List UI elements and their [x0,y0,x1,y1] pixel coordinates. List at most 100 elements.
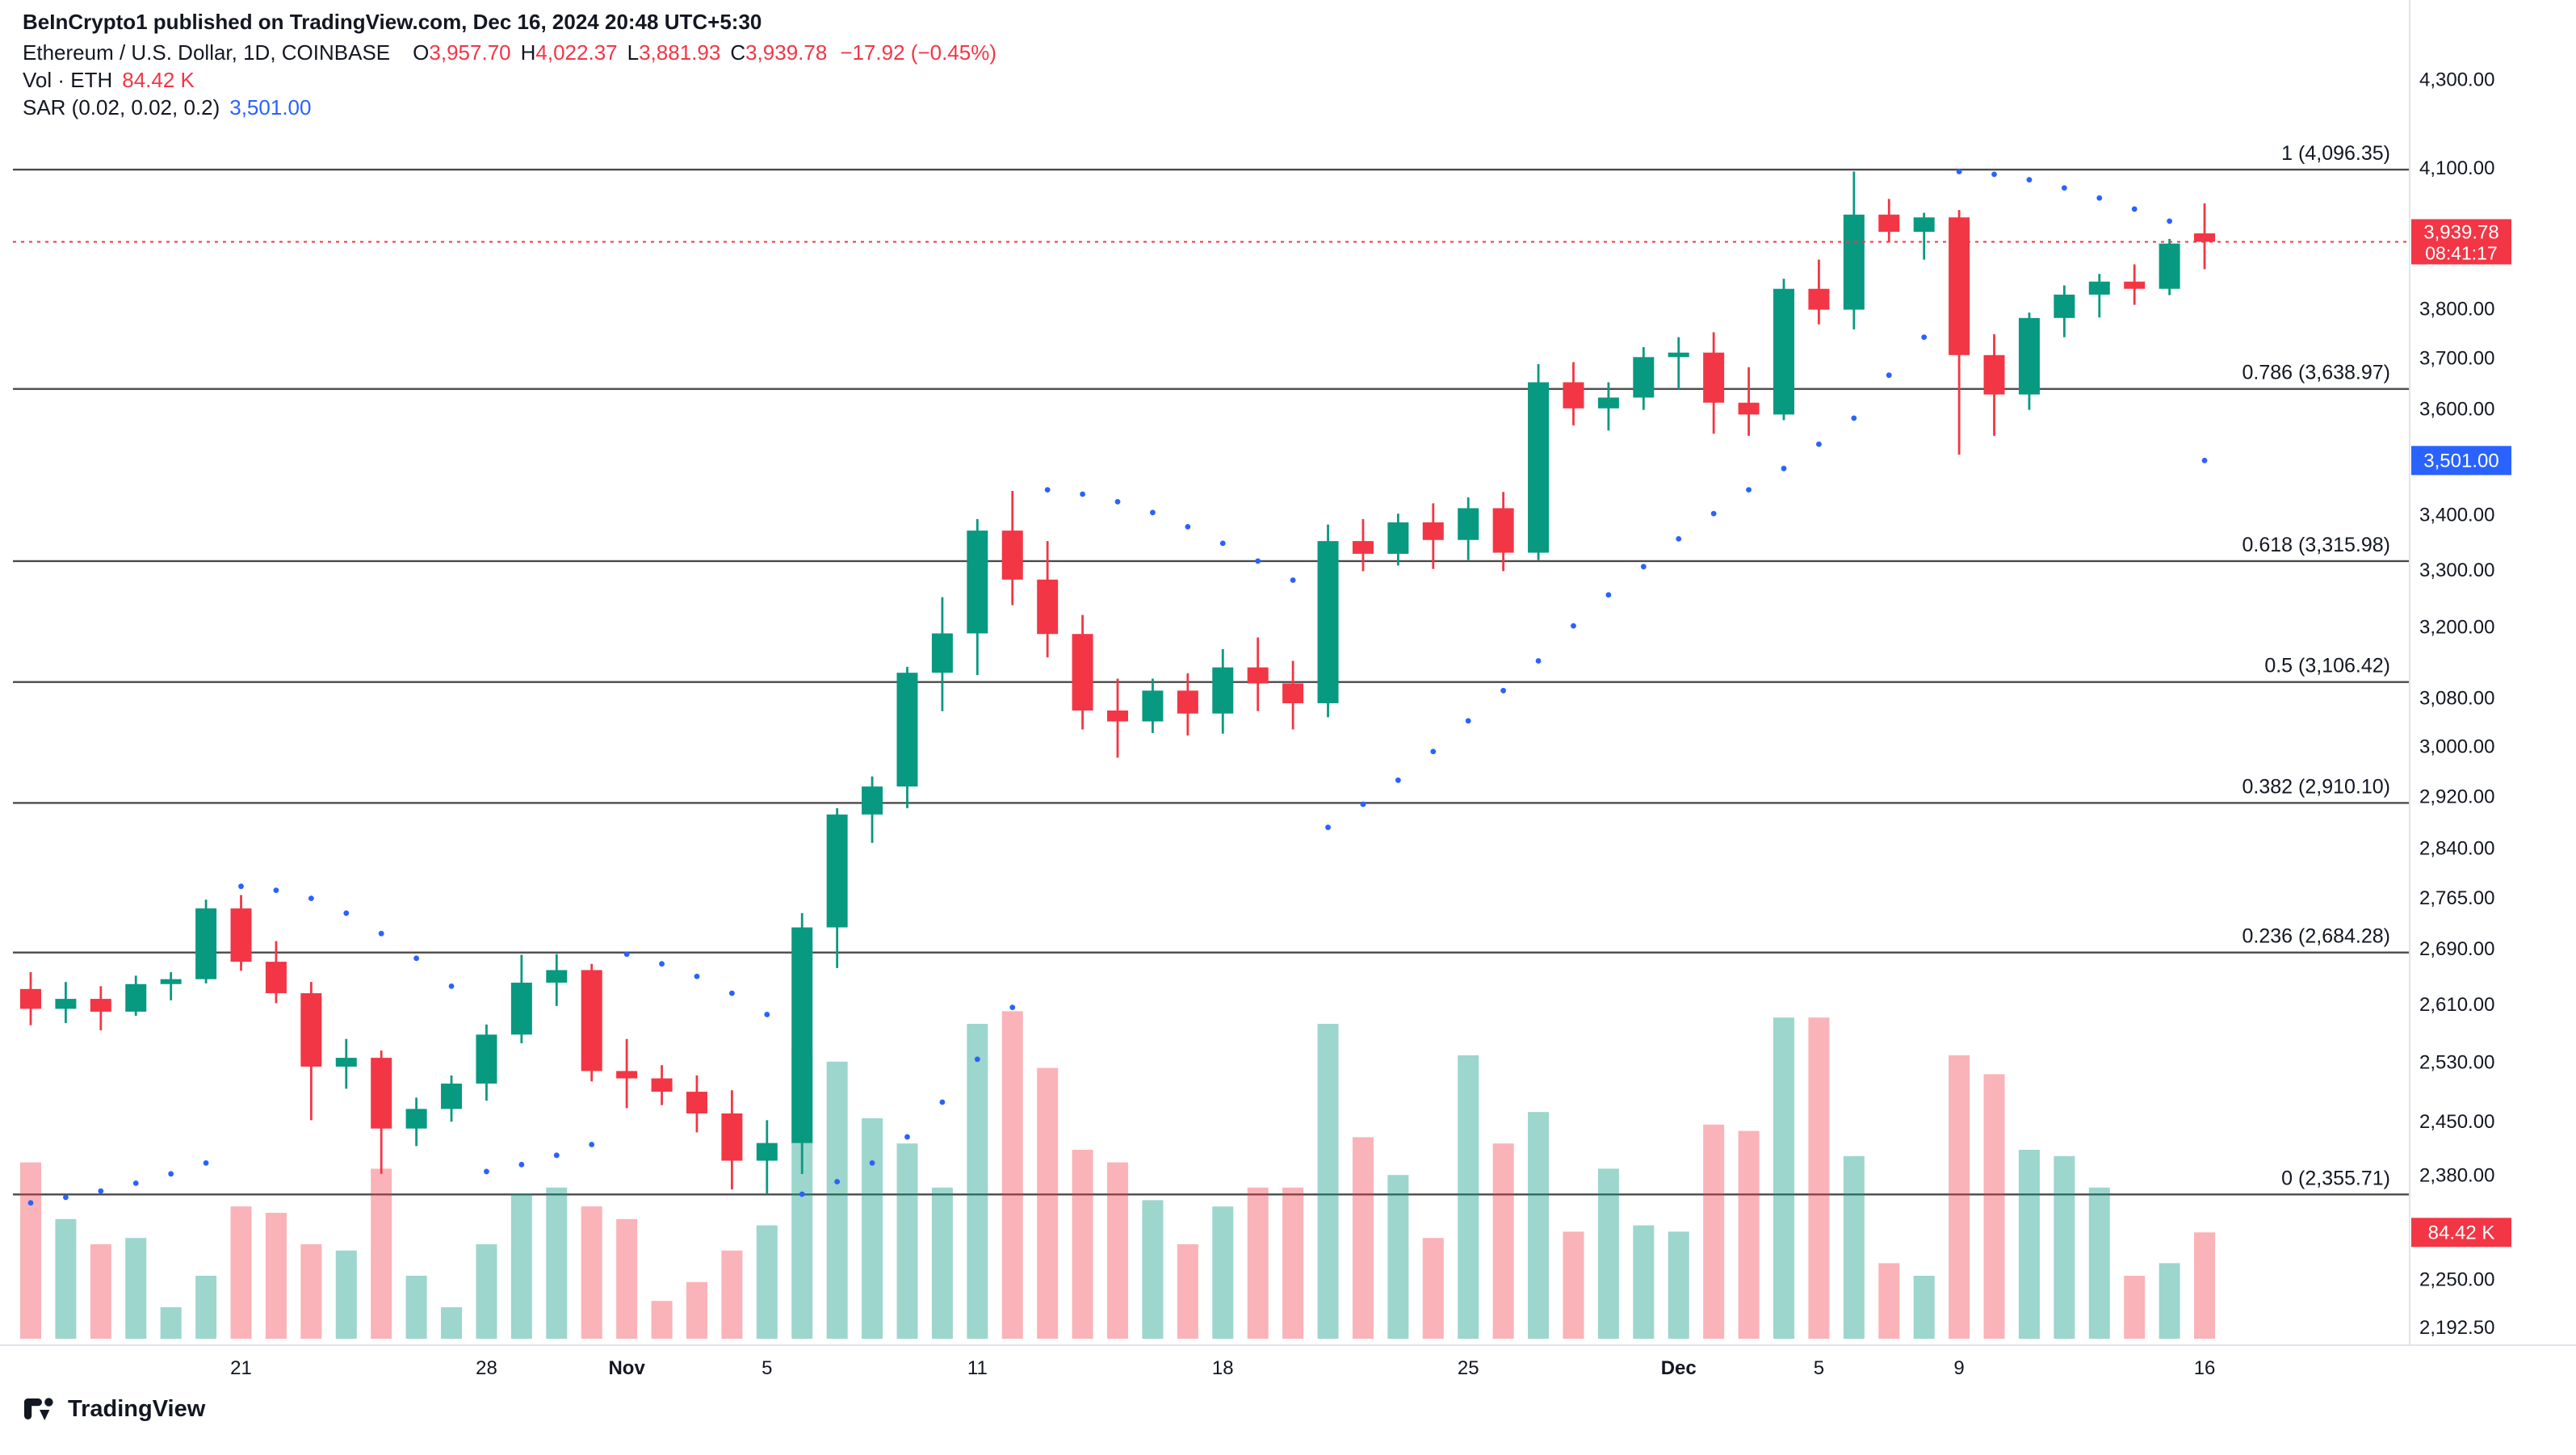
candle-body [1212,667,1234,714]
candle-body [1387,522,1409,554]
candle-body [1177,690,1198,714]
volume-bar [1212,1206,1234,1339]
sar-dot [974,1056,980,1063]
open-value: 3,957.70 [429,40,511,65]
sar-dot [1781,465,1787,472]
sar-dot [1114,498,1121,505]
candle-body [2124,281,2146,289]
price-axis-label: 2,840.00 [2419,837,2494,859]
volume-legend-row: Vol · ETH 84.42 K [23,66,996,94]
volume-bar [1387,1175,1409,1339]
candle-body [1142,690,1164,722]
candle-body [1247,667,1269,684]
volume-bar [1528,1112,1550,1339]
volume-bar [1878,1263,1900,1339]
candle-body [826,814,848,928]
candle-body [1422,522,1444,540]
time-axis-label: Nov [608,1357,645,1379]
volume-bar [371,1168,392,1339]
volume-bar [125,1238,147,1339]
volume-bar [335,1250,357,1339]
sar-dot [2201,457,2208,463]
sar-dot [413,955,420,962]
symbol-title[interactable]: Ethereum / U.S. Dollar, 1D, COINBASE [23,40,391,65]
price-axis-label: 4,300.00 [2419,69,2494,91]
candle-body [581,970,602,1071]
chart-plot-area[interactable] [0,0,2410,1345]
high-value: 4,022.37 [535,40,618,65]
volume-bar [2088,1187,2110,1339]
sar-dot [1219,540,1226,547]
candle-body [651,1078,673,1092]
close-value: 3,939.78 [745,40,828,65]
volume-bar [826,1061,848,1339]
tradingview-logo[interactable]: TradingView [23,1392,205,1426]
candle-body [1703,352,1725,403]
candle-body [1773,288,1794,415]
sar-dot [343,910,350,916]
change-value: −17.92 (−0.45%) [840,40,997,65]
price-scale[interactable] [2410,0,2576,1345]
volume-bar [651,1301,673,1339]
time-scale[interactable] [0,1345,2576,1384]
candle-body [1843,214,1865,310]
chart-header: BeInCrypto1 published on TradingView.com… [23,10,996,121]
time-axis-label: 9 [1953,1357,1964,1379]
sar-dot [553,1152,560,1159]
price-badge-countdown: 08:41:17 [2425,242,2498,263]
sar-badge [2411,446,2511,476]
sar-dot [1465,718,1471,724]
volume-bar [862,1118,883,1339]
candle-body [476,1034,497,1084]
sar-dot [1605,592,1612,598]
sar-dot [1009,1004,1016,1011]
candle-body [791,927,813,1143]
volume-bar [2054,1155,2075,1339]
volume-bar [1563,1231,1584,1339]
candle-body [967,530,988,634]
fib-label: 0.382 (2,910.10) [2242,775,2390,798]
sar-dot [1360,801,1366,807]
candle-body [2194,233,2216,242]
price-axis-label: 3,800.00 [2419,298,2494,320]
volume-bar [230,1206,252,1339]
time-axis-label: 5 [761,1357,772,1379]
volume-bar [1282,1187,1304,1339]
sar-indicator-value: 3,501.00 [229,95,312,120]
volume-bar [1352,1137,1374,1339]
sar-dot [1956,169,1962,174]
volume-badge-value: 84.42 K [2428,1222,2495,1243]
volume-bar [1142,1200,1164,1339]
sar-dot [939,1099,946,1105]
sar-indicator-label[interactable]: SAR (0.02, 0.02, 0.2) [23,95,220,120]
candle-body [2054,294,2075,318]
sar-dot [308,895,314,901]
volume-bar [300,1244,322,1339]
sar-dot [1921,334,1928,341]
candle-body [686,1092,707,1113]
volume-bar [195,1276,217,1339]
sar-dot [1255,558,1261,564]
sar-dot [1816,441,1822,447]
volume-bar [1738,1130,1760,1339]
volume-indicator-label[interactable]: Vol · ETH [23,68,113,92]
candle-body [265,962,287,994]
price-axis-label: 4,100.00 [2419,157,2494,179]
candle-body [2088,281,2110,295]
sar-dot [1746,487,1752,493]
price-axis-label: 3,000.00 [2419,736,2494,758]
sar-dot [623,951,630,958]
volume-bar [896,1143,918,1339]
sar-dot [1710,510,1717,517]
price-axis-label: 3,600.00 [2419,398,2494,420]
open-label: O [413,40,430,65]
candle-body [1563,382,1584,409]
volume-bar [476,1244,497,1339]
candle-body [1738,402,1760,415]
volume-bar [2124,1276,2146,1339]
candle-body [20,988,41,1009]
price-axis-label: 3,080.00 [2419,687,2494,709]
volume-bar [967,1024,988,1339]
price-axis-label: 3,700.00 [2419,348,2494,370]
